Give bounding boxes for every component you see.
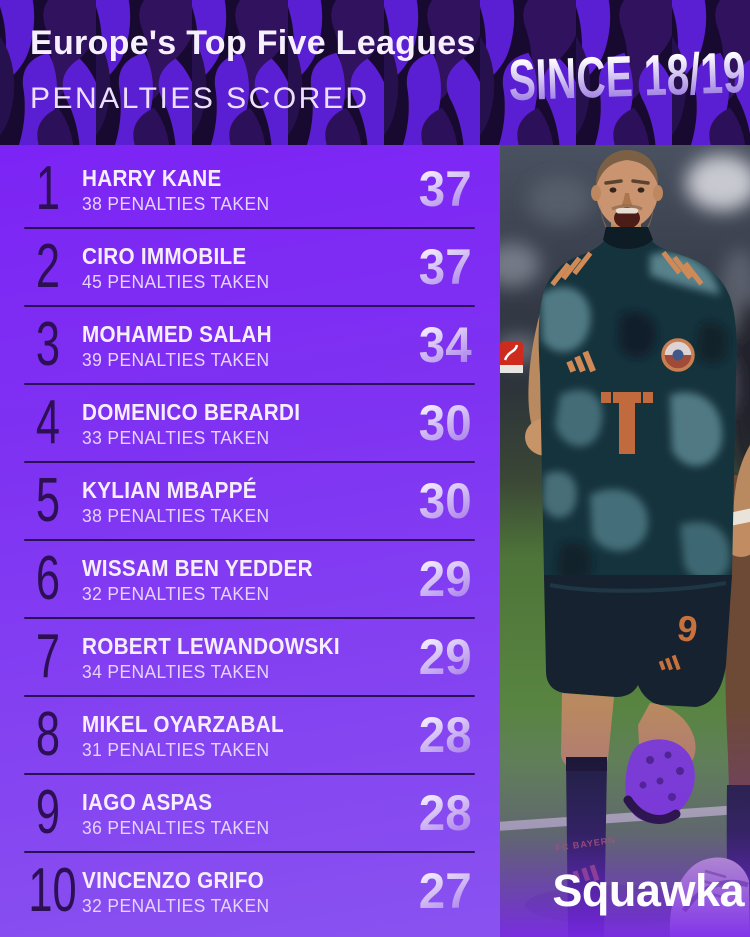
rank-number: 1 xyxy=(35,154,61,223)
player-name: KYLIAN MBAPPÉ xyxy=(82,476,257,503)
player-info: VINCENZO GRIFO 32 PENALTIES TAKEN xyxy=(82,866,360,916)
since-badge: SINCE 18/19 xyxy=(508,40,748,114)
jersey-number: 9 xyxy=(675,607,700,650)
rank-number: 2 xyxy=(35,232,61,301)
penalties-scored-value: 28 xyxy=(419,707,472,763)
head xyxy=(591,150,663,243)
bundesliga-patch xyxy=(500,341,523,373)
player-photo: 9 FC BAYERN xyxy=(500,145,750,937)
table-row: 4 DOMENICO BERARDI 33 PENALTIES TAKEN 30 xyxy=(0,384,500,463)
player-photo-illustration: 9 FC BAYERN xyxy=(500,145,750,937)
table-row: 3 MOHAMED SALAH 39 PENALTIES TAKEN 34 xyxy=(0,306,500,385)
shorts-adidas-marks xyxy=(658,654,681,671)
player-name: CIRO IMMOBILE xyxy=(82,242,247,269)
penalties-taken-label: 38 PENALTIES TAKEN xyxy=(82,193,270,214)
penalties-taken-label: 31 PENALTIES TAKEN xyxy=(82,739,270,760)
player-name: DOMENICO BERARDI xyxy=(82,398,301,425)
player-info: DOMENICO BERARDI 33 PENALTIES TAKEN xyxy=(82,398,360,448)
table-row: 7 ROBERT LEWANDOWSKI 34 PENALTIES TAKEN … xyxy=(0,618,500,697)
player-name: WISSAM BEN YEDDER xyxy=(82,554,313,581)
penalties-scored-value: 29 xyxy=(419,629,472,685)
table-row: 5 KYLIAN MBAPPÉ 38 PENALTIES TAKEN 30 xyxy=(0,462,500,541)
rank-number: 8 xyxy=(35,700,61,769)
table-row: 6 WISSAM BEN YEDDER 32 PENALTIES TAKEN 2… xyxy=(0,540,500,619)
shoulder-stripes xyxy=(550,250,704,287)
penalties-taken-label: 39 PENALTIES TAKEN xyxy=(82,349,270,370)
ranking-list: 1 HARRY KANE 38 PENALTIES TAKEN 37 2 CIR… xyxy=(0,150,500,930)
rank-number: 10 xyxy=(28,856,77,925)
table-row: 8 MIKEL OYARZABAL 31 PENALTIES TAKEN 28 xyxy=(0,696,500,775)
player-name: ROBERT LEWANDOWSKI xyxy=(82,632,340,659)
table-row: 2 CIRO IMMOBILE 45 PENALTIES TAKEN 37 xyxy=(0,228,500,307)
page-title: Europe's Top Five Leagues xyxy=(30,24,476,62)
table-row: 1 HARRY KANE 38 PENALTIES TAKEN 37 xyxy=(0,150,500,229)
player-info: MOHAMED SALAH 39 PENALTIES TAKEN xyxy=(82,320,360,370)
player-figure: 9 FC BAYERN xyxy=(500,150,750,937)
telekom-logo xyxy=(601,392,653,454)
header: Europe's Top Five Leagues PENALTIES SCOR… xyxy=(0,0,750,145)
page-subtitle: PENALTIES SCORED xyxy=(30,82,370,115)
adidas-logo xyxy=(566,350,596,373)
player-name: MIKEL OYARZABAL xyxy=(82,710,284,737)
collar xyxy=(603,227,653,249)
penalties-scored-value: 34 xyxy=(419,317,472,373)
player-info: KYLIAN MBAPPÉ 38 PENALTIES TAKEN xyxy=(82,476,360,526)
player-info: ROBERT LEWANDOWSKI 34 PENALTIES TAKEN xyxy=(82,632,360,682)
shorts xyxy=(544,575,732,707)
rank-number: 7 xyxy=(35,622,61,691)
player-name: IAGO ASPAS xyxy=(82,788,213,815)
penalties-taken-label: 45 PENALTIES TAKEN xyxy=(82,271,270,292)
penalties-taken-label: 36 PENALTIES TAKEN xyxy=(82,817,270,838)
table-row: 10 VINCENZO GRIFO 32 PENALTIES TAKEN 27 xyxy=(0,852,500,930)
penalties-scored-value: 30 xyxy=(419,473,472,529)
player-info: IAGO ASPAS 36 PENALTIES TAKEN xyxy=(82,788,360,838)
penalties-taken-label: 32 PENALTIES TAKEN xyxy=(82,583,270,604)
rank-number: 9 xyxy=(35,778,61,847)
penalties-scored-value: 27 xyxy=(419,863,472,919)
penalties-scored-value: 30 xyxy=(419,395,472,451)
club-crest xyxy=(661,338,695,372)
brand-logo: Squawka xyxy=(552,865,744,916)
penalties-taken-label: 32 PENALTIES TAKEN xyxy=(82,895,270,916)
player-info: HARRY KANE 38 PENALTIES TAKEN xyxy=(82,164,360,214)
penalties-scored-value: 29 xyxy=(419,551,472,607)
penalties-scored-value: 37 xyxy=(419,239,472,295)
player-info: CIRO IMMOBILE 45 PENALTIES TAKEN xyxy=(82,242,360,292)
player-info: MIKEL OYARZABAL 31 PENALTIES TAKEN xyxy=(82,710,360,760)
rank-number: 5 xyxy=(35,466,61,535)
table-row: 9 IAGO ASPAS 36 PENALTIES TAKEN 28 xyxy=(0,774,500,853)
player-info: WISSAM BEN YEDDER 32 PENALTIES TAKEN xyxy=(82,554,360,604)
flame-pattern-background xyxy=(0,0,750,145)
penalties-taken-label: 34 PENALTIES TAKEN xyxy=(82,661,270,682)
penalties-taken-label: 33 PENALTIES TAKEN xyxy=(82,427,270,448)
player-name: VINCENZO GRIFO xyxy=(82,866,265,893)
player-name: MOHAMED SALAH xyxy=(82,320,272,347)
penalties-scored-value: 37 xyxy=(419,161,472,217)
penalties-taken-label: 38 PENALTIES TAKEN xyxy=(82,505,270,526)
rank-number: 4 xyxy=(35,388,61,457)
purple-overlay xyxy=(500,705,750,937)
rank-number: 3 xyxy=(35,310,61,379)
rank-number: 6 xyxy=(35,544,61,613)
player-name: HARRY KANE xyxy=(82,164,222,191)
penalties-scored-value: 28 xyxy=(419,785,472,841)
